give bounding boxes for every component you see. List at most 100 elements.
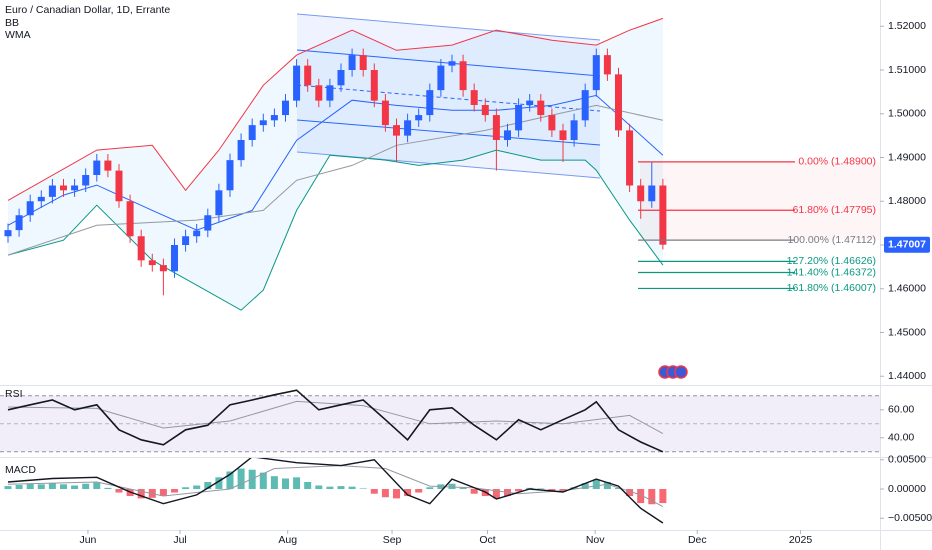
fib-label: 0.00% (1.48900) bbox=[798, 156, 876, 168]
macd-bar bbox=[315, 485, 323, 490]
y-tick-label: 40.00 bbox=[888, 432, 914, 444]
fib-label: 127.20% (1.46626) bbox=[787, 255, 876, 267]
candle-body bbox=[148, 260, 156, 266]
macd-bar bbox=[82, 483, 90, 490]
macd-bar bbox=[4, 486, 12, 490]
macd-bar bbox=[581, 483, 589, 490]
x-tick-label: Oct bbox=[479, 534, 495, 546]
candle-body bbox=[359, 55, 367, 70]
candle-body bbox=[503, 130, 511, 140]
candle-body bbox=[392, 125, 400, 136]
macd-bar bbox=[193, 485, 201, 490]
macd-bar bbox=[137, 489, 145, 499]
macd-bar bbox=[459, 487, 467, 490]
macd-bar bbox=[614, 487, 622, 490]
macd-bar bbox=[93, 482, 101, 490]
macd-bar bbox=[426, 487, 434, 490]
x-tick-label: Jul bbox=[173, 534, 186, 546]
candle-body bbox=[570, 120, 578, 140]
x-tick-label: Nov bbox=[586, 534, 605, 546]
candle-body bbox=[537, 100, 545, 116]
candle-body bbox=[548, 115, 556, 131]
macd-bar bbox=[259, 472, 267, 490]
y-tick-label: −0.00500 bbox=[888, 512, 932, 524]
candle-body bbox=[159, 265, 167, 272]
candle-body bbox=[115, 170, 123, 202]
macd-bar bbox=[348, 486, 356, 490]
candle-body bbox=[337, 70, 345, 86]
macd-bar bbox=[293, 477, 301, 490]
candle-body bbox=[470, 90, 478, 105]
candle-body bbox=[59, 185, 67, 191]
candle-body bbox=[659, 185, 667, 245]
candle-body bbox=[404, 120, 412, 136]
macd-bar bbox=[226, 471, 234, 490]
panel-title: MACD bbox=[5, 464, 36, 476]
candle-body bbox=[648, 185, 656, 202]
indicator-line bbox=[7, 17, 664, 201]
candle-body bbox=[126, 201, 134, 237]
y-tick-label: 0.00000 bbox=[888, 483, 926, 495]
macd-bar bbox=[215, 477, 223, 490]
indicator-line bbox=[7, 400, 664, 435]
candle-body bbox=[293, 65, 301, 101]
bb-fill bbox=[7, 18, 663, 311]
candle-body bbox=[226, 160, 234, 191]
candle-body bbox=[626, 130, 634, 186]
candle-body bbox=[459, 61, 467, 91]
macd-bar bbox=[537, 488, 545, 490]
indicator-line bbox=[7, 389, 664, 453]
macd-bar bbox=[71, 485, 79, 490]
candle-body bbox=[48, 185, 56, 197]
indicator-line bbox=[7, 465, 664, 508]
candle-body bbox=[381, 100, 389, 126]
y-tick-label: 1.44000 bbox=[888, 370, 926, 382]
y-tick-label: 1.51000 bbox=[888, 64, 926, 76]
panel-title: RSI bbox=[5, 388, 23, 400]
candle-body bbox=[492, 115, 500, 140]
indicator-label: BB bbox=[5, 17, 19, 29]
macd-bar bbox=[415, 489, 423, 493]
macd-bar bbox=[270, 476, 278, 490]
panel bbox=[4, 458, 667, 524]
y-tick-label: 1.45000 bbox=[888, 326, 926, 338]
macd-bar bbox=[281, 478, 289, 490]
candle-body bbox=[270, 115, 278, 121]
candle-body bbox=[559, 130, 567, 140]
indicator-label: WMA bbox=[5, 29, 31, 41]
macd-bar bbox=[392, 489, 400, 499]
macd-bar bbox=[204, 482, 212, 490]
macd-bar bbox=[37, 484, 45, 490]
panel bbox=[4, 17, 667, 311]
candle-body bbox=[26, 201, 34, 216]
x-tick-label: 2025 bbox=[789, 534, 813, 546]
candle-body bbox=[304, 65, 312, 86]
macd-bar bbox=[370, 489, 378, 494]
macd-bar bbox=[326, 486, 334, 490]
candle-body bbox=[71, 185, 79, 191]
fib-zone bbox=[640, 162, 880, 240]
macd-bar bbox=[337, 486, 345, 490]
macd-bar bbox=[559, 489, 567, 492]
indicator-line bbox=[7, 94, 664, 231]
macd-bar bbox=[648, 489, 656, 505]
fib-label: 61.80% (1.47795) bbox=[793, 204, 876, 216]
macd-bar bbox=[15, 484, 23, 490]
candle-body bbox=[137, 236, 145, 261]
candle-body bbox=[437, 65, 445, 91]
candle-body bbox=[370, 70, 378, 101]
fib-label: 141.40% (1.46372) bbox=[787, 266, 876, 278]
x-tick-label: Aug bbox=[278, 534, 297, 546]
currency-icons bbox=[658, 365, 688, 379]
macd-bar bbox=[659, 489, 667, 504]
candle-body bbox=[182, 236, 190, 245]
macd-bar bbox=[548, 489, 556, 491]
macd-bar bbox=[381, 489, 389, 498]
macd-bar bbox=[104, 487, 112, 490]
candle-body bbox=[592, 55, 600, 91]
candle-body bbox=[37, 196, 45, 202]
macd-bar bbox=[470, 489, 478, 494]
candle-body bbox=[93, 160, 101, 175]
